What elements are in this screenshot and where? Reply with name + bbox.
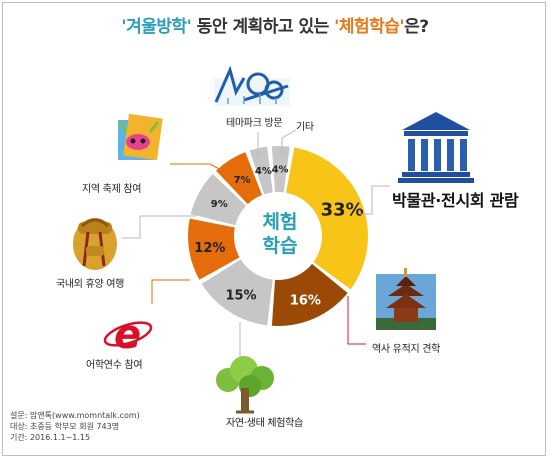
survey-info: 설문: 맘앤톡(www.momntalk.com) 대상: 초중등 학부모 회원…: [10, 410, 140, 443]
pie-slice-1: [271, 263, 348, 326]
title-part-winter: '겨울방학': [121, 17, 192, 37]
slice-value-label-4: 9%: [211, 199, 228, 210]
slice-value-label-7: 4%: [272, 165, 289, 176]
pie-slice-4: [190, 174, 247, 226]
center-label-line2: 학습: [262, 235, 298, 257]
leader-line-2: [170, 163, 233, 177]
survey-source: 설문: 맘앤톡(www.momntalk.com): [10, 411, 140, 420]
museum-icon: [398, 112, 474, 183]
pie-slice-6: [249, 146, 273, 195]
pie-slice-7: [271, 146, 290, 193]
title-part-question: 은?: [404, 17, 429, 37]
label-theme-park: 테마파크 방문: [226, 118, 283, 129]
roller-coaster-icon: [214, 65, 290, 106]
leader-line-7: [360, 185, 390, 215]
pie-slice-5: [216, 152, 263, 205]
carnival-mask-icon: [118, 113, 163, 161]
slice-value-label-3: 12%: [194, 241, 225, 256]
center-label: 체험 학습: [248, 210, 312, 258]
e-letter-icon: e: [103, 312, 153, 358]
pie-slice-2: [201, 259, 273, 326]
slice-value-label-1: 16%: [290, 293, 321, 308]
label-historic-site: 역사 유적지 견학: [372, 344, 441, 355]
label-other: 기타: [296, 122, 314, 133]
pagoda-icon: [376, 268, 436, 330]
survey-target: 대상: 초중등 학부모 회원 743명: [10, 422, 120, 431]
label-language-study: 어학연수 참여: [86, 360, 143, 371]
svg-text:e: e: [114, 312, 141, 358]
label-nature-experience: 자연·생태 체험학습: [226, 418, 303, 429]
slice-value-label-5: 7%: [234, 175, 251, 186]
pie-slice-3: [187, 218, 240, 280]
label-museum: 박물관·전시회 관람: [392, 191, 519, 210]
label-travel: 국내외 휴양 여행: [56, 279, 125, 290]
leader-line-1: [281, 129, 297, 156]
title-part-during: 동안 계획하고 있는: [191, 17, 335, 37]
leader-line-4: [151, 279, 190, 304]
leader-line-3: [122, 215, 196, 239]
label-local-festival: 지역 축제 참여: [82, 184, 142, 195]
leader-line-6: [347, 296, 366, 345]
center-label-line1: 체험: [262, 211, 298, 233]
survey-period: 기간: 2016.1.1~1.15: [10, 433, 91, 442]
slice-value-label-0: 33%: [321, 200, 364, 221]
title-part-experience: '체험학습': [334, 17, 405, 37]
pie-slice-0: [286, 147, 368, 290]
backpack-icon: [73, 218, 117, 270]
slice-value-label-6: 4%: [255, 166, 272, 177]
tree-icon: [216, 356, 274, 414]
chart-title: '겨울방학' 동안 계획하고 있는 '체험학습'은?: [0, 12, 550, 37]
slice-value-label-2: 15%: [225, 288, 256, 303]
